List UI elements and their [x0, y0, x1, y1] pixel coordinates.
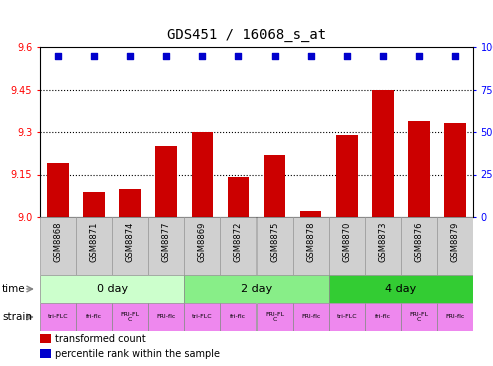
Bar	[408, 121, 430, 217]
Text: tri-FLC: tri-FLC	[192, 314, 212, 320]
Text: GSM8873: GSM8873	[378, 222, 387, 262]
Bar	[47, 163, 69, 217]
Point	[307, 53, 315, 59]
Text: GSM8879: GSM8879	[451, 222, 459, 262]
Text: FRI-FL
C: FRI-FL C	[121, 311, 140, 322]
Bar	[155, 146, 177, 217]
Text: fri-flc: fri-flc	[375, 314, 391, 320]
Text: 0 day: 0 day	[97, 284, 128, 294]
Bar	[184, 303, 220, 331]
Text: transformed count: transformed count	[55, 335, 146, 344]
Bar	[329, 217, 365, 275]
Bar	[292, 217, 329, 275]
Text: GSM8877: GSM8877	[162, 222, 171, 262]
Bar	[184, 217, 220, 275]
Text: FRI-flc: FRI-flc	[157, 314, 176, 320]
Text: time: time	[2, 284, 26, 294]
Point	[379, 53, 387, 59]
Bar	[264, 155, 285, 217]
Bar	[444, 123, 466, 217]
Point	[343, 53, 351, 59]
Text: 2 day: 2 day	[241, 284, 272, 294]
Bar	[437, 217, 473, 275]
Bar	[119, 188, 141, 217]
Point	[54, 53, 62, 59]
Bar	[401, 303, 437, 331]
Point	[271, 53, 279, 59]
Text: FRI-flc: FRI-flc	[301, 314, 320, 320]
Bar	[228, 178, 249, 217]
Bar	[220, 217, 256, 275]
Text: percentile rank within the sample: percentile rank within the sample	[55, 350, 220, 359]
Bar	[40, 303, 76, 331]
Bar	[40, 334, 51, 343]
Bar	[220, 303, 256, 331]
Text: GSM8875: GSM8875	[270, 222, 279, 262]
Bar	[336, 135, 357, 217]
Bar	[329, 275, 473, 303]
Text: GSM8872: GSM8872	[234, 222, 243, 262]
Bar	[292, 303, 329, 331]
Point	[451, 53, 459, 59]
Text: FRI-flc: FRI-flc	[445, 314, 464, 320]
Text: GSM8878: GSM8878	[306, 222, 315, 262]
Point	[198, 53, 206, 59]
Text: tri-FLC: tri-FLC	[336, 314, 357, 320]
Point	[235, 53, 243, 59]
Text: 4 day: 4 day	[385, 284, 417, 294]
Bar	[76, 217, 112, 275]
Text: GSM8869: GSM8869	[198, 222, 207, 262]
Text: FRI-FL
C: FRI-FL C	[265, 311, 284, 322]
Point	[90, 53, 98, 59]
Text: GSM8876: GSM8876	[415, 222, 423, 262]
Text: GSM8874: GSM8874	[126, 222, 135, 262]
Bar	[300, 211, 321, 217]
Bar	[40, 349, 51, 358]
Bar	[76, 303, 112, 331]
Bar	[437, 303, 473, 331]
Bar	[40, 275, 184, 303]
Bar	[148, 303, 184, 331]
Bar	[148, 217, 184, 275]
Bar	[365, 303, 401, 331]
Text: GSM8868: GSM8868	[54, 222, 63, 262]
Bar	[401, 217, 437, 275]
Bar	[365, 217, 401, 275]
Text: fri-flc: fri-flc	[230, 314, 246, 320]
Bar	[40, 217, 76, 275]
Text: strain: strain	[2, 312, 32, 322]
Bar	[256, 217, 292, 275]
Point	[126, 53, 134, 59]
Text: FRI-FL
C: FRI-FL C	[409, 311, 428, 322]
Text: GSM8871: GSM8871	[90, 222, 99, 262]
Bar	[112, 303, 148, 331]
Bar	[112, 217, 148, 275]
Text: fri-flc: fri-flc	[86, 314, 102, 320]
Point	[415, 53, 423, 59]
Bar	[192, 132, 213, 217]
Bar	[83, 191, 105, 217]
Bar	[329, 303, 365, 331]
Bar	[184, 275, 329, 303]
Text: GSM8870: GSM8870	[342, 222, 351, 262]
Point	[162, 53, 170, 59]
Text: GDS451 / 16068_s_at: GDS451 / 16068_s_at	[167, 27, 326, 41]
Bar	[372, 90, 393, 217]
Text: tri-FLC: tri-FLC	[48, 314, 69, 320]
Bar	[256, 303, 292, 331]
